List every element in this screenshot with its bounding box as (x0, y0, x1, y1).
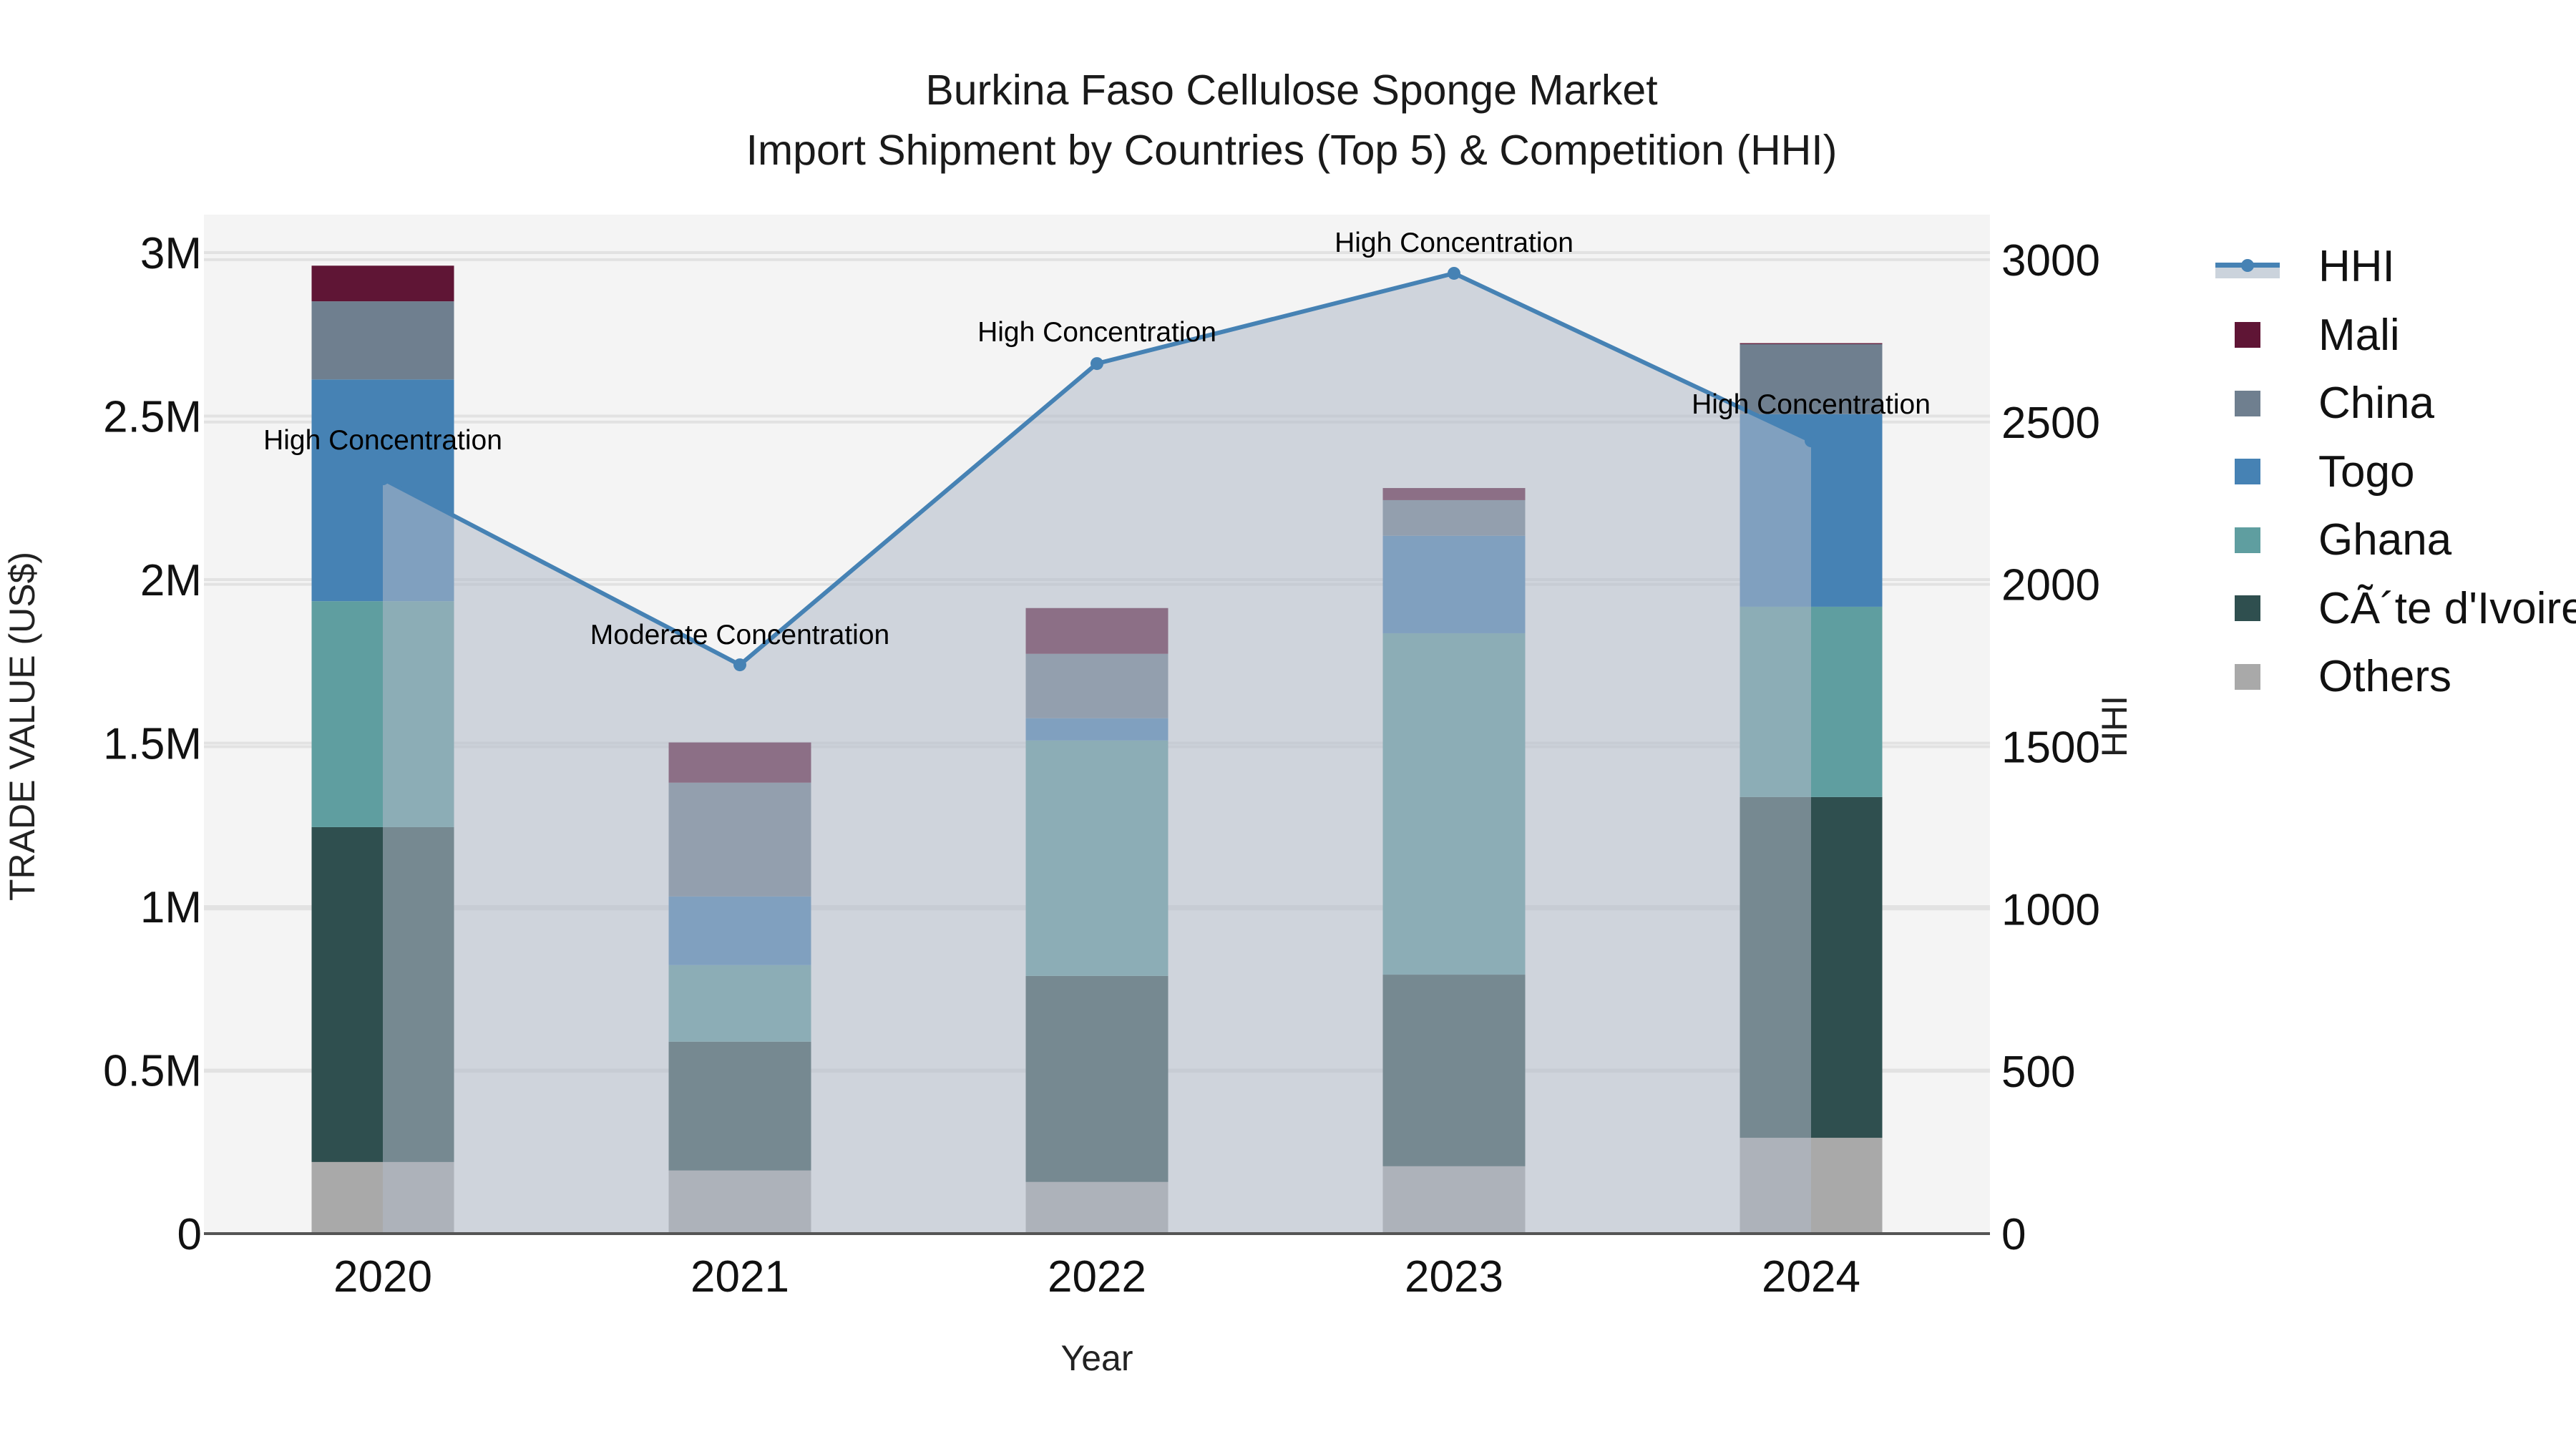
hhi-annotations: High Concentration Moderate Concentration… (263, 228, 1931, 650)
y-right-tick: 2000 (2001, 561, 2100, 610)
y-right-axis-title: HHI (2094, 696, 2135, 757)
x-ticks: 2020 2021 2022 2023 2024 (333, 1252, 1860, 1302)
annotation-2023: High Concentration (1335, 228, 1574, 258)
legend-label: Ghana (2318, 515, 2452, 565)
hhi-area-fill (383, 273, 1811, 1234)
bar-segment-mali[interactable] (1740, 343, 1883, 344)
y-left-tick: 1.5M (103, 720, 202, 769)
annotation-2024: High Concentration (1692, 389, 1931, 420)
legend-swatch-icon (2235, 322, 2260, 348)
legend-swatch-icon (2235, 595, 2260, 622)
y-left-tick: 0.5M (103, 1047, 202, 1096)
y-right-tick: 3000 (2001, 236, 2100, 286)
y-right-tick: 2500 (2001, 399, 2100, 448)
y-right-tick: 1000 (2001, 885, 2100, 935)
y-right-ticks: 0 500 1000 1500 2000 2500 3000 (2001, 236, 2100, 1259)
x-tick-2021: 2021 (691, 1252, 789, 1302)
x-tick-2023: 2023 (1405, 1252, 1503, 1302)
bar-segment-mali[interactable] (311, 265, 454, 302)
y-left-tick: 1M (140, 883, 202, 932)
legend-line-marker-icon (2215, 254, 2280, 280)
annotation-2020: High Concentration (263, 425, 502, 456)
x-axis-title: Year (1060, 1338, 1133, 1378)
legend-label: HHI (2318, 242, 2395, 292)
chart-title-line1: Burkina Faso Cellulose Sponge Market (925, 67, 1658, 114)
y-left-tick: 0 (177, 1210, 202, 1259)
hhi-series (376, 266, 1818, 1234)
hhi-marker-2024[interactable] (1805, 434, 1818, 448)
y-right-tick: 1500 (2001, 723, 2100, 772)
y-left-axis-title: TRADE VALUE (US$) (2, 552, 42, 901)
bar-segment-china[interactable] (1740, 343, 1883, 414)
bar-segment-china[interactable] (311, 301, 454, 380)
legend-item-hhi[interactable]: HHI (2182, 233, 2576, 301)
legend-swatch-icon (2235, 527, 2260, 553)
legend-item-ghana[interactable]: Ghana (2182, 506, 2576, 575)
chart-title-line2: Import Shipment by Countries (Top 5) & C… (746, 127, 1838, 174)
hhi-marker-2021[interactable] (733, 658, 746, 672)
x-tick-2020: 2020 (333, 1252, 432, 1302)
legend-swatch-icon (2235, 459, 2260, 485)
legend-item-togo[interactable]: Togo (2182, 438, 2576, 507)
legend-label: Others (2318, 652, 2452, 702)
y-left-tick: 2.5M (103, 393, 202, 442)
legend-item-c-te-d-ivoire[interactable]: CÃ´te d'Ivoire (2182, 575, 2576, 643)
y-left-tick: 3M (140, 229, 202, 278)
legend-label: Mali (2318, 310, 2400, 360)
x-tick-2024: 2024 (1762, 1252, 1860, 1302)
annotation-2021: Moderate Concentration (590, 620, 889, 650)
y-right-tick: 0 (2001, 1210, 2026, 1259)
x-tick-2022: 2022 (1048, 1252, 1146, 1302)
legend-item-china[interactable]: China (2182, 369, 2576, 438)
y-right-tick: 500 (2001, 1048, 2075, 1097)
legend-item-others[interactable]: Others (2182, 643, 2576, 711)
legend-label: China (2318, 379, 2434, 429)
legend-label: Togo (2318, 447, 2415, 497)
legend-item-mali[interactable]: Mali (2182, 301, 2576, 370)
legend-swatch-icon (2235, 390, 2260, 416)
y-left-tick: 2M (140, 556, 202, 605)
legend-label: CÃ´te d'Ivoire (2318, 583, 2576, 633)
hhi-marker-2020[interactable] (376, 472, 389, 486)
y-left-ticks: 0 0.5M 1M 1.5M 2M 2.5M 3M (103, 229, 202, 1259)
legend-swatch-icon (2235, 663, 2260, 690)
legend: HHI Mali China Togo Ghana CÃ´te d'Ivoire Other… (2182, 233, 2576, 711)
hhi-marker-2023[interactable] (1448, 266, 1460, 280)
hhi-marker-2022[interactable] (1091, 357, 1103, 371)
annotation-2022: High Concentration (977, 317, 1216, 348)
